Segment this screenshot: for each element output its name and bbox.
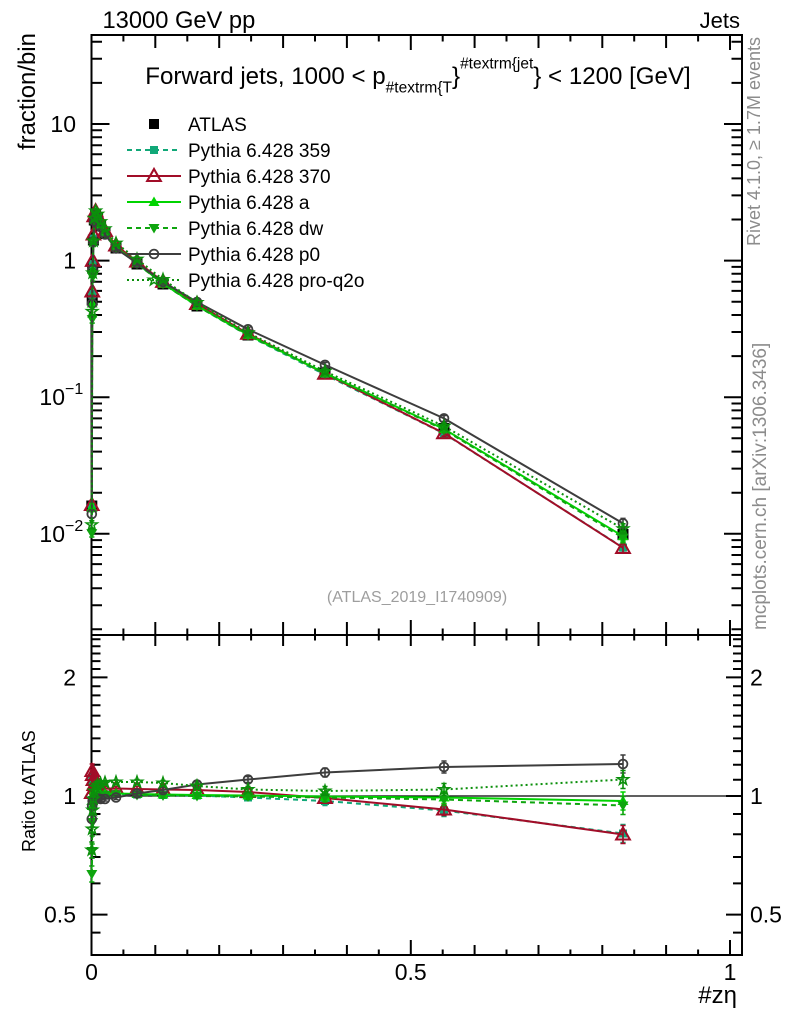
- svg-text:(ATLAS_2019_I1740909): (ATLAS_2019_I1740909): [327, 589, 507, 606]
- svg-text:0.5: 0.5: [44, 902, 76, 928]
- svg-text:2: 2: [63, 664, 76, 690]
- svg-text:Rivet 4.1.0, ≥ 1.7M events: Rivet 4.1.0, ≥ 1.7M events: [744, 37, 764, 246]
- svg-text:0.5: 0.5: [750, 902, 782, 928]
- svg-text:1: 1: [63, 248, 76, 274]
- svg-text:10: 10: [50, 111, 76, 137]
- svg-text:10: 10: [39, 521, 65, 547]
- svg-text:#zη: #zη: [698, 982, 737, 1009]
- svg-text:Pythia 6.428 a: Pythia 6.428 a: [188, 193, 310, 214]
- svg-text:ATLAS: ATLAS: [188, 115, 247, 136]
- svg-text:10: 10: [39, 384, 65, 410]
- svg-text:1: 1: [724, 959, 737, 985]
- svg-text:Pythia 6.428 dw: Pythia 6.428 dw: [188, 219, 323, 240]
- svg-text:Pythia 6.428 370: Pythia 6.428 370: [188, 167, 331, 188]
- svg-text:Ratio to ATLAS: Ratio to ATLAS: [19, 730, 39, 852]
- svg-text:2: 2: [750, 664, 763, 690]
- svg-text:Pythia 6.428 359: Pythia 6.428 359: [188, 141, 331, 162]
- svg-text:mcplots.cern.ch [arXiv:1306.34: mcplots.cern.ch [arXiv:1306.3436]: [750, 343, 771, 630]
- svg-text:−2: −2: [65, 518, 83, 535]
- svg-text:Pythia 6.428 pro-q2o: Pythia 6.428 pro-q2o: [188, 271, 364, 292]
- svg-text:−1: −1: [65, 381, 83, 398]
- svg-text:Pythia 6.428 p0: Pythia 6.428 p0: [188, 245, 320, 266]
- svg-text:1: 1: [63, 783, 76, 809]
- svg-text:0: 0: [85, 959, 98, 985]
- svg-text:13000 GeV pp: 13000 GeV pp: [103, 8, 256, 34]
- svg-text:1: 1: [750, 783, 763, 809]
- svg-text:fraction/bin: fraction/bin: [14, 33, 41, 150]
- svg-text:Jets: Jets: [700, 8, 740, 33]
- svg-text:0.5: 0.5: [395, 959, 427, 985]
